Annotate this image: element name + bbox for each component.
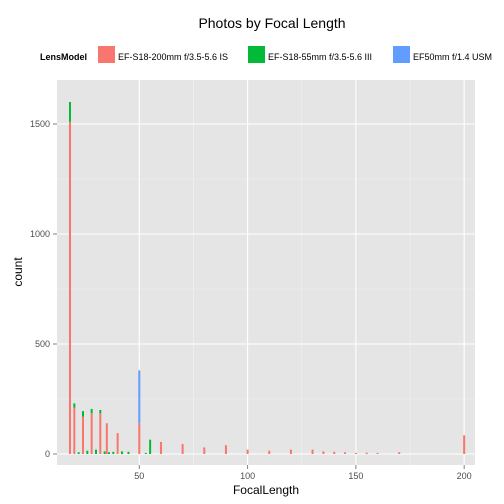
bar-series-1 (73, 407, 76, 454)
y-axis-title: count (11, 257, 25, 287)
bar-series-1 (354, 452, 357, 454)
bar-series-2 (94, 449, 97, 454)
bar-series-1 (99, 413, 102, 454)
chart-title: Photos by Focal Length (198, 15, 345, 31)
y-tick-label: 1000 (30, 229, 50, 239)
x-tick-label: 150 (348, 471, 363, 481)
y-tick-label: 500 (35, 339, 50, 349)
bar-series-1 (105, 423, 108, 454)
bar-series-1 (268, 450, 271, 454)
x-axis: 50 100 150 200 (134, 465, 472, 481)
bar-series-1 (68, 121, 71, 455)
legend-label-series-2: EF-S18-55mm f/3.5-5.6 III (268, 52, 372, 62)
bar-series-2 (103, 451, 106, 454)
bar-series-1 (289, 449, 292, 454)
bar-series-2 (81, 411, 84, 417)
bar-series-2 (68, 102, 71, 122)
legend-title: LensModel (40, 52, 87, 62)
bar-series-1 (81, 416, 84, 454)
y-tick-label: 1500 (30, 119, 50, 129)
bar-series-1 (463, 435, 466, 454)
bar-series-1 (246, 449, 249, 454)
x-tick-label: 50 (134, 471, 144, 481)
legend-swatch-series-2 (248, 46, 265, 63)
bar-series-1 (159, 441, 162, 454)
bar-series-1 (138, 423, 141, 454)
bar-series-1 (181, 444, 184, 454)
legend-label-series-3: EF50mm f/1.4 USM (413, 52, 492, 62)
bar-series-2 (73, 403, 76, 408)
legend: LensModel EF-S18-200mm f/3.5-5.6 IS EF-S… (40, 46, 492, 63)
y-tick-label: 0 (45, 449, 50, 459)
bar-series-2 (107, 452, 110, 454)
y-axis: 0 500 1000 1500 (30, 119, 57, 459)
bar-series-1 (311, 449, 314, 454)
bar-series-1 (224, 445, 227, 454)
bar-series-2 (120, 451, 123, 454)
x-tick-label: 200 (457, 471, 472, 481)
bar-series-1 (365, 452, 368, 454)
bar-series-1 (344, 452, 347, 454)
bar-series-2 (99, 410, 102, 414)
bar-series-2 (112, 451, 115, 454)
plot-panel (57, 80, 475, 465)
bar-series-1 (116, 433, 119, 454)
bar-series-2 (149, 439, 152, 454)
bar-series-1 (376, 452, 379, 454)
bar-series-1 (398, 452, 401, 454)
bar-series-1 (90, 413, 93, 454)
bar-series-1 (203, 447, 206, 454)
bars (68, 102, 466, 455)
bar-series-1 (333, 451, 336, 454)
legend-swatch-series-1 (98, 46, 115, 63)
legend-swatch-series-3 (393, 46, 410, 63)
bar-series-1 (322, 451, 325, 454)
bar-series-3 (138, 370, 141, 424)
bar-series-2 (127, 451, 130, 454)
x-axis-title: FocalLength (233, 483, 299, 497)
bar-series-2 (86, 450, 89, 454)
bar-series-2 (144, 452, 147, 454)
gridlines (57, 80, 475, 465)
bar-series-2 (77, 452, 80, 454)
x-tick-label: 100 (240, 471, 255, 481)
bar-series-2 (90, 408, 93, 414)
legend-label-series-1: EF-S18-200mm f/3.5-5.6 IS (118, 52, 228, 62)
